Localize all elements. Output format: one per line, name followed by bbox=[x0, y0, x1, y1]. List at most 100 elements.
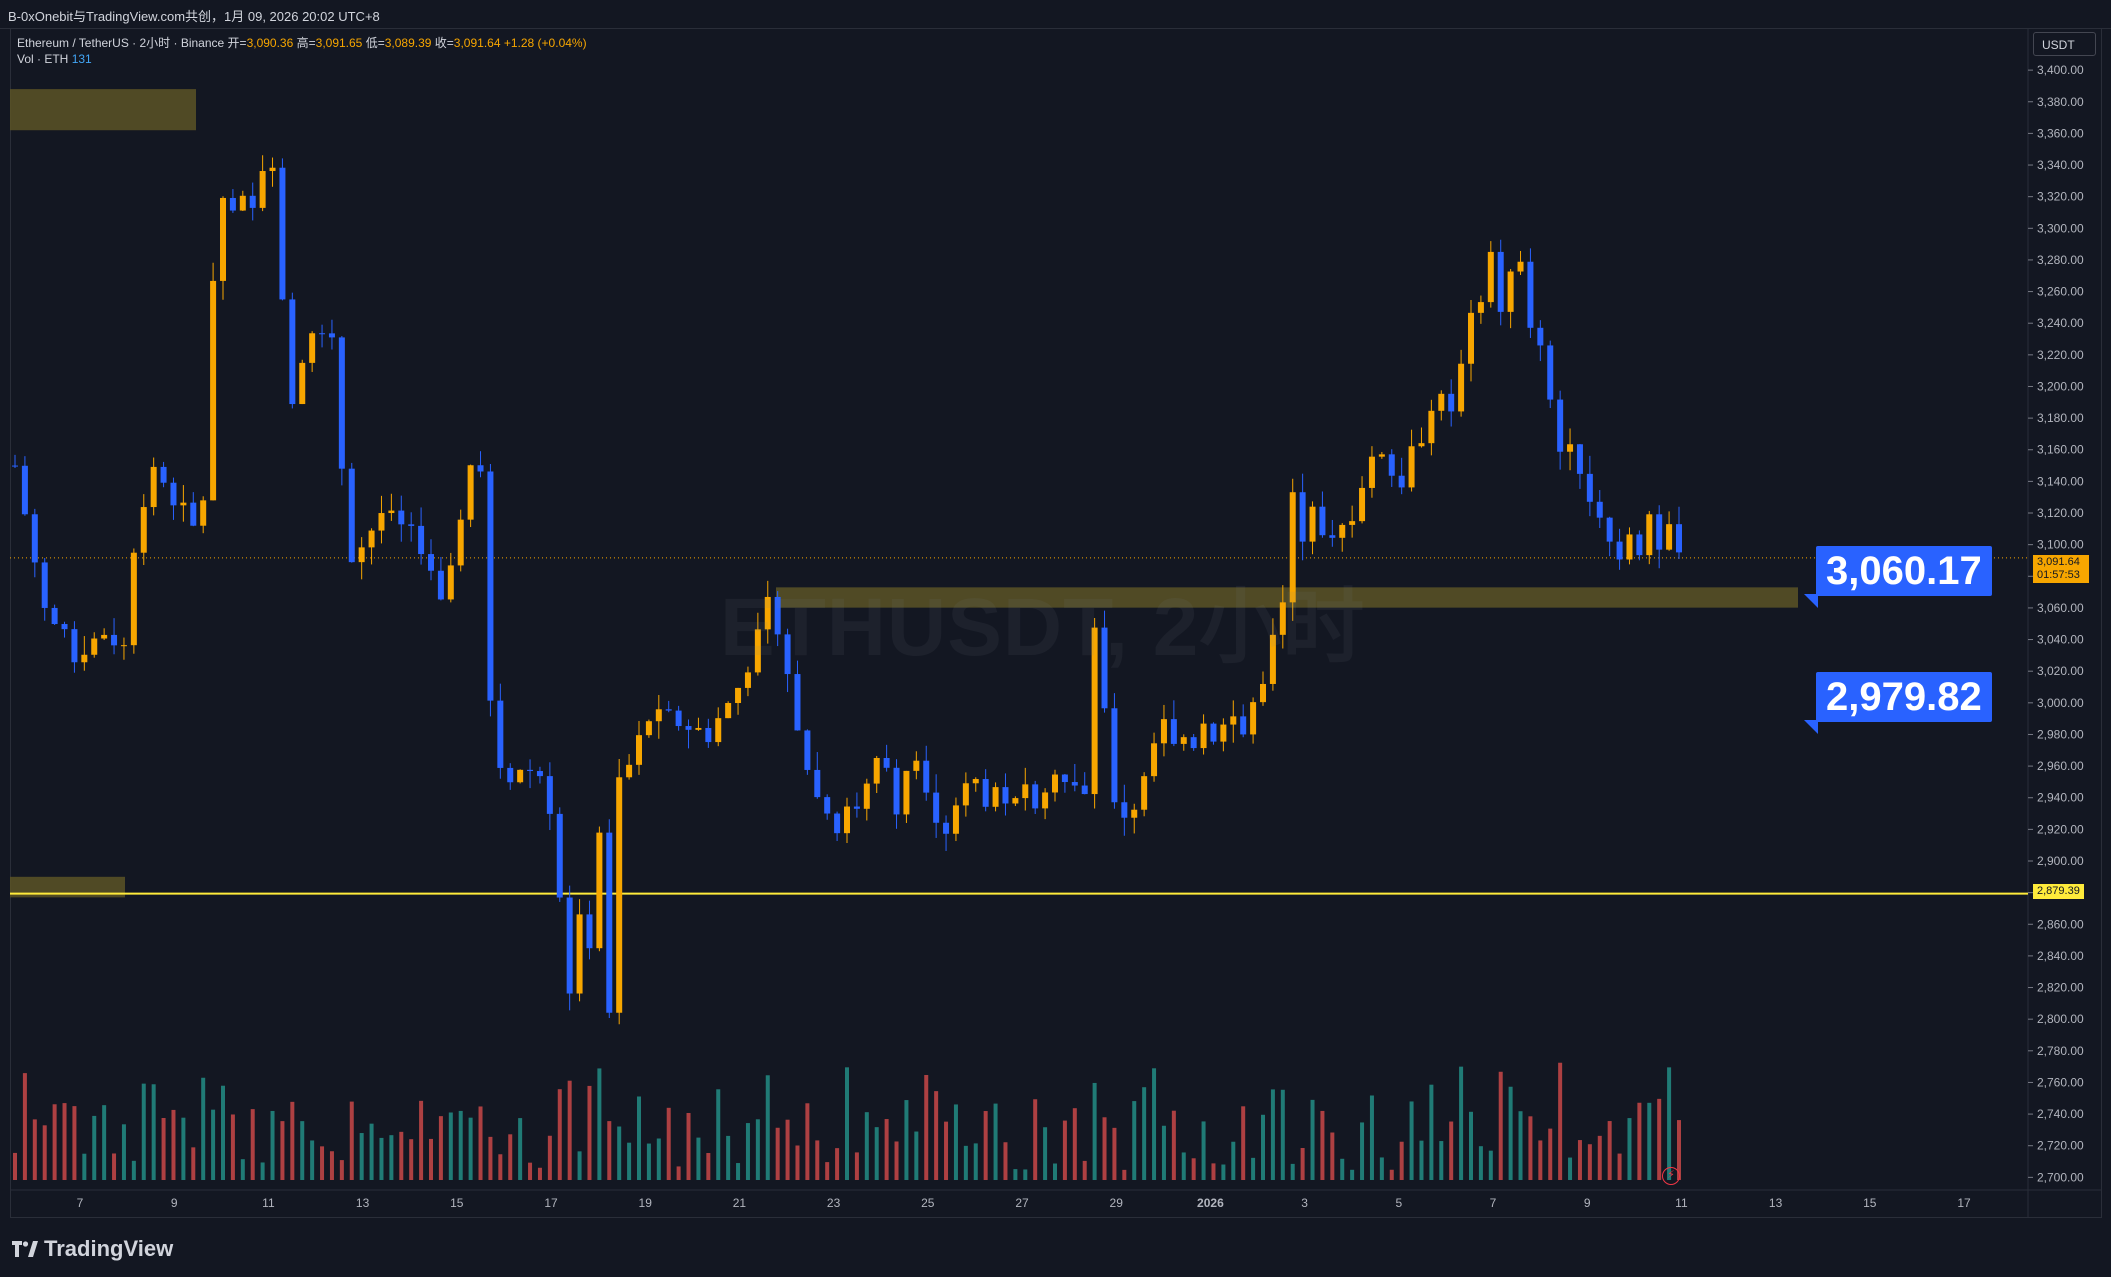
candle-body bbox=[269, 167, 276, 172]
volume-bar bbox=[32, 1119, 37, 1180]
x-tick-label: 9 bbox=[1584, 1196, 1591, 1210]
candle-body bbox=[834, 813, 841, 834]
volume-bar bbox=[1587, 1144, 1592, 1180]
ohlc-legend: Ethereum / TetherUS · 2小时 · Binance 开=3,… bbox=[17, 34, 587, 51]
candle-body bbox=[853, 806, 860, 809]
candle-body bbox=[1458, 363, 1465, 412]
volume-bar bbox=[1082, 1160, 1087, 1180]
volume-bar bbox=[22, 1073, 27, 1180]
candle-body bbox=[1339, 524, 1346, 538]
volume-bar bbox=[547, 1135, 552, 1180]
candle-body bbox=[1022, 784, 1029, 799]
callout-upper-price[interactable]: 3,060.17 bbox=[1804, 546, 1992, 608]
x-tick-label: 7 bbox=[1490, 1196, 1497, 1210]
volume-bar bbox=[557, 1089, 562, 1180]
chart-canvas[interactable]: 3,400.00 3,380.00 3,360.00 3,340.00 3,320.00… bbox=[0, 0, 2111, 1218]
candle-body bbox=[170, 482, 177, 506]
candle-body bbox=[992, 787, 999, 807]
candle-body bbox=[972, 779, 979, 784]
candle-body bbox=[1557, 399, 1564, 452]
currency-selector[interactable]: USDT bbox=[2033, 32, 2096, 56]
candle-body bbox=[408, 524, 415, 526]
candle-body bbox=[675, 710, 682, 727]
y-tick-label: 2,920.00 bbox=[2037, 822, 2084, 836]
volume-bar bbox=[1637, 1102, 1642, 1180]
volume-bar bbox=[577, 1151, 582, 1180]
x-tick-label: 2026 bbox=[1197, 1196, 1224, 1210]
candle-body bbox=[1240, 716, 1247, 735]
volume-bar bbox=[151, 1084, 156, 1180]
chart-frame[interactable] bbox=[10, 28, 2102, 1218]
lightning-icon[interactable]: ⚡ bbox=[1662, 1167, 1680, 1185]
y-tick-label: 3,380.00 bbox=[2037, 95, 2084, 109]
candle-body bbox=[1586, 473, 1593, 502]
volume-bar bbox=[498, 1154, 503, 1180]
volume-bar bbox=[726, 1135, 731, 1180]
candle-body bbox=[101, 634, 108, 639]
candle-body bbox=[1517, 261, 1524, 272]
candle-body bbox=[1131, 809, 1138, 818]
volume-bar bbox=[1251, 1157, 1256, 1180]
candle-body bbox=[229, 197, 236, 211]
candle-body bbox=[1666, 524, 1673, 550]
candle-body bbox=[715, 718, 722, 743]
candle-body bbox=[289, 299, 296, 405]
volume-bar bbox=[121, 1124, 126, 1180]
symbol-label[interactable]: Ethereum / TetherUS · 2小时 · Binance bbox=[17, 36, 225, 50]
candle-body bbox=[566, 897, 573, 994]
candle-body bbox=[51, 607, 58, 625]
symbol-watermark: ETHUSDT, 2小时 bbox=[720, 582, 1366, 673]
tradingview-logo-icon bbox=[12, 1241, 38, 1257]
volume-bar bbox=[805, 1103, 810, 1180]
volume-label: Vol · ETH bbox=[17, 52, 69, 66]
callout-lower-price[interactable]: 2,979.82 bbox=[1804, 672, 1992, 734]
volume-bar bbox=[1667, 1067, 1672, 1180]
candle-body bbox=[1012, 798, 1019, 804]
volume-bar bbox=[785, 1119, 790, 1180]
candle-body bbox=[140, 507, 147, 553]
volume-bar bbox=[1062, 1120, 1067, 1180]
volume-bar bbox=[1092, 1082, 1097, 1180]
candle-body bbox=[1061, 774, 1068, 783]
y-tick-label: 3,120.00 bbox=[2037, 506, 2084, 520]
candle-body bbox=[1349, 521, 1356, 525]
volume-bar bbox=[666, 1107, 671, 1180]
volume-bar bbox=[627, 1142, 632, 1180]
volume-bar bbox=[112, 1153, 117, 1180]
candle-body bbox=[685, 726, 692, 730]
volume-bar bbox=[1181, 1152, 1186, 1180]
tradingview-logo[interactable]: TradingView bbox=[12, 1236, 173, 1262]
volume-bar bbox=[230, 1114, 235, 1180]
volume-bar bbox=[1142, 1087, 1147, 1180]
candle-body bbox=[1190, 737, 1197, 749]
candle-body bbox=[606, 832, 613, 1013]
candle-body bbox=[328, 333, 335, 338]
candle-body bbox=[596, 832, 603, 949]
volume-bar bbox=[1171, 1110, 1176, 1180]
volume-bar bbox=[944, 1121, 949, 1180]
y-tick-label: 2,980.00 bbox=[2037, 727, 2084, 741]
volume-bar bbox=[1538, 1140, 1543, 1180]
candle-body bbox=[259, 171, 266, 208]
candle-body bbox=[1151, 743, 1158, 777]
volume-bar bbox=[270, 1110, 275, 1180]
candle-body bbox=[61, 624, 68, 630]
volume-bar bbox=[1221, 1164, 1226, 1180]
volume-bar bbox=[1270, 1089, 1275, 1180]
volume-bar bbox=[102, 1105, 107, 1180]
candle-body bbox=[1309, 506, 1316, 542]
last-price-value: 3,091.64 bbox=[2037, 556, 2080, 568]
candle-body bbox=[210, 280, 217, 501]
candle-body bbox=[1527, 261, 1534, 328]
candle-body bbox=[725, 703, 732, 719]
candle-body bbox=[705, 727, 712, 743]
volume-bar bbox=[1409, 1101, 1414, 1180]
volume-legend[interactable]: Vol · ETH 131 bbox=[17, 52, 92, 66]
high-value: 3,091.65 bbox=[315, 36, 363, 50]
volume-bar bbox=[795, 1145, 800, 1180]
volume-bar bbox=[1211, 1163, 1216, 1180]
candle-body bbox=[1042, 792, 1049, 809]
volume-bar bbox=[1003, 1142, 1008, 1180]
candle-body bbox=[41, 562, 48, 608]
volume-bar bbox=[518, 1118, 523, 1180]
